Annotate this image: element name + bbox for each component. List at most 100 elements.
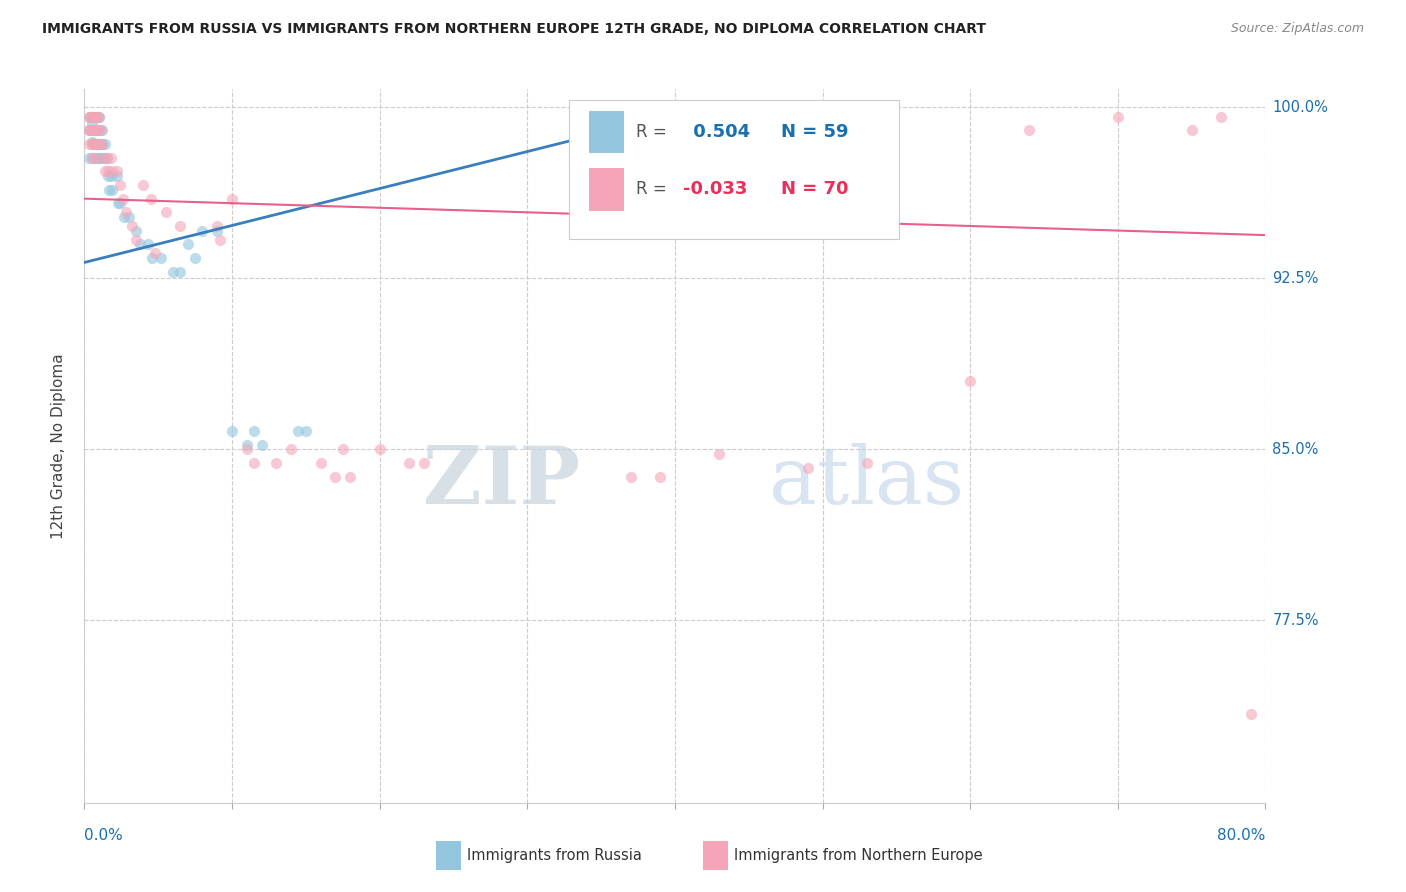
Point — [83, 123, 105, 137]
Point — [90, 136, 112, 151]
Text: -0.033: -0.033 — [683, 180, 748, 198]
Point — [94, 164, 117, 178]
Point — [77, 123, 100, 137]
Point — [96, 151, 118, 165]
Point — [136, 237, 159, 252]
Point — [86, 123, 108, 137]
Point — [101, 182, 124, 196]
Point — [235, 438, 259, 452]
Point — [1018, 123, 1040, 137]
Point — [339, 470, 361, 484]
Point — [79, 110, 101, 124]
Point — [107, 196, 129, 211]
Point — [82, 123, 104, 137]
Point — [143, 246, 166, 260]
Point — [83, 136, 105, 151]
Point — [114, 205, 136, 219]
Text: 100.0%: 100.0% — [1272, 100, 1329, 115]
Point — [83, 151, 105, 165]
Text: Immigrants from Northern Europe: Immigrants from Northern Europe — [734, 848, 983, 863]
Point — [264, 456, 288, 470]
Point — [121, 219, 143, 233]
Point — [84, 136, 107, 151]
Point — [118, 210, 141, 224]
Point — [79, 110, 101, 124]
Point — [959, 374, 981, 388]
Point — [84, 123, 107, 137]
Point — [86, 136, 108, 151]
Point — [1209, 110, 1232, 124]
Y-axis label: 12th Grade, No Diploma: 12th Grade, No Diploma — [51, 353, 66, 539]
Text: N = 70: N = 70 — [782, 180, 849, 198]
Text: 80.0%: 80.0% — [1218, 828, 1265, 843]
Text: 77.5%: 77.5% — [1272, 613, 1319, 628]
Point — [84, 110, 107, 124]
Text: 92.5%: 92.5% — [1272, 271, 1319, 286]
Point — [413, 456, 436, 470]
Point — [648, 470, 672, 484]
Point — [84, 110, 107, 124]
Point — [132, 178, 155, 192]
Point — [86, 136, 108, 151]
Point — [112, 210, 135, 224]
Point — [97, 169, 120, 183]
Point — [83, 110, 105, 124]
Point — [91, 136, 114, 151]
Point — [77, 151, 100, 165]
Point — [83, 110, 105, 124]
Point — [287, 424, 309, 438]
Point — [87, 136, 111, 151]
Point — [77, 110, 100, 124]
Point — [108, 178, 131, 192]
Point — [94, 136, 117, 151]
Point — [243, 456, 266, 470]
Text: ZIP: ZIP — [423, 442, 581, 521]
Text: 85.0%: 85.0% — [1272, 442, 1319, 457]
Point — [82, 136, 104, 151]
Point — [177, 237, 200, 252]
Point — [87, 110, 111, 124]
Text: Source: ZipAtlas.com: Source: ZipAtlas.com — [1230, 22, 1364, 36]
Point — [91, 136, 114, 151]
Text: atlas: atlas — [769, 442, 965, 521]
Point — [86, 123, 108, 137]
Point — [84, 123, 107, 137]
Point — [1180, 123, 1202, 137]
Point — [141, 251, 163, 265]
Point — [368, 442, 391, 457]
Point — [87, 151, 111, 165]
Point — [1240, 706, 1263, 721]
Point — [90, 151, 112, 165]
Point — [87, 123, 111, 137]
Point — [77, 136, 100, 151]
Point — [855, 456, 877, 470]
Point — [80, 136, 103, 151]
Point — [205, 219, 228, 233]
Point — [125, 223, 148, 237]
Point — [162, 264, 184, 278]
Point — [93, 151, 115, 165]
Point — [169, 264, 191, 278]
Point — [80, 110, 103, 124]
Point — [82, 136, 104, 151]
Point — [125, 233, 148, 247]
Point — [205, 223, 228, 237]
Point — [80, 151, 103, 165]
Point — [169, 219, 191, 233]
Point — [209, 233, 232, 247]
Point — [82, 110, 104, 124]
Point — [139, 192, 162, 206]
FancyBboxPatch shape — [589, 111, 624, 153]
Point — [87, 136, 111, 151]
Point — [77, 123, 100, 137]
Point — [619, 123, 641, 137]
FancyBboxPatch shape — [589, 168, 624, 211]
Text: 0.0%: 0.0% — [84, 828, 124, 843]
Text: 0.504: 0.504 — [686, 123, 749, 141]
Point — [709, 447, 731, 461]
Point — [80, 135, 103, 149]
Text: IMMIGRANTS FROM RUSSIA VS IMMIGRANTS FROM NORTHERN EUROPE 12TH GRADE, NO DIPLOMA: IMMIGRANTS FROM RUSSIA VS IMMIGRANTS FRO… — [42, 22, 986, 37]
Point — [309, 456, 332, 470]
Point — [83, 123, 105, 137]
Point — [221, 424, 243, 438]
